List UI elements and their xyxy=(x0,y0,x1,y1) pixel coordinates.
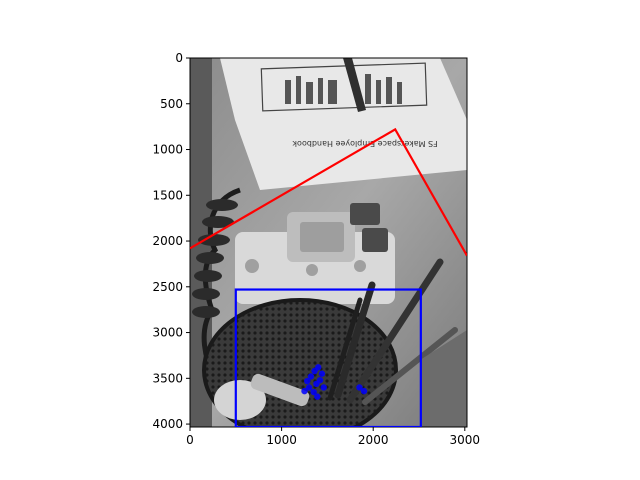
handbook-text: FS Makerspace Employee Handbook xyxy=(292,139,438,148)
blue-scatter-point xyxy=(314,393,321,400)
x-tick-label: 1000 xyxy=(266,433,297,447)
blue-rectangle-overlay xyxy=(234,288,422,427)
x-tick-label: 0 xyxy=(186,433,194,447)
blue-scatter-point xyxy=(360,387,368,395)
blue-scatter-point xyxy=(318,370,326,377)
y-tick-label: 3500 xyxy=(152,371,183,385)
blue-scatter-point xyxy=(320,384,327,391)
blue-scatter-point xyxy=(305,384,313,391)
y-tick-label: 4000 xyxy=(152,417,183,431)
blue-scatter-point xyxy=(356,384,363,391)
red-polyline-overlay xyxy=(190,127,467,257)
y-tick-label: 3000 xyxy=(152,326,183,340)
blue-scatter-point xyxy=(301,387,308,395)
y-tick-label: 1000 xyxy=(152,143,183,157)
y-tick-label: 1500 xyxy=(152,188,183,202)
y-tick-label: 2000 xyxy=(152,234,183,248)
y-tick-label: 0 xyxy=(175,51,183,65)
blue-scatter-point xyxy=(307,373,315,380)
blue-scatter-point xyxy=(310,388,317,396)
x-tick-label: 3000 xyxy=(450,433,481,447)
y-tick-label: 2500 xyxy=(152,280,183,294)
blue-scatter-point xyxy=(315,364,322,371)
photo-image: FS Makerspace Employee Handbook xyxy=(190,58,467,427)
y-tick-label: 500 xyxy=(160,97,183,111)
blue-scatter-point xyxy=(316,376,324,384)
x-tick-label: 2000 xyxy=(358,433,389,447)
blue-scatter-point xyxy=(304,377,311,385)
